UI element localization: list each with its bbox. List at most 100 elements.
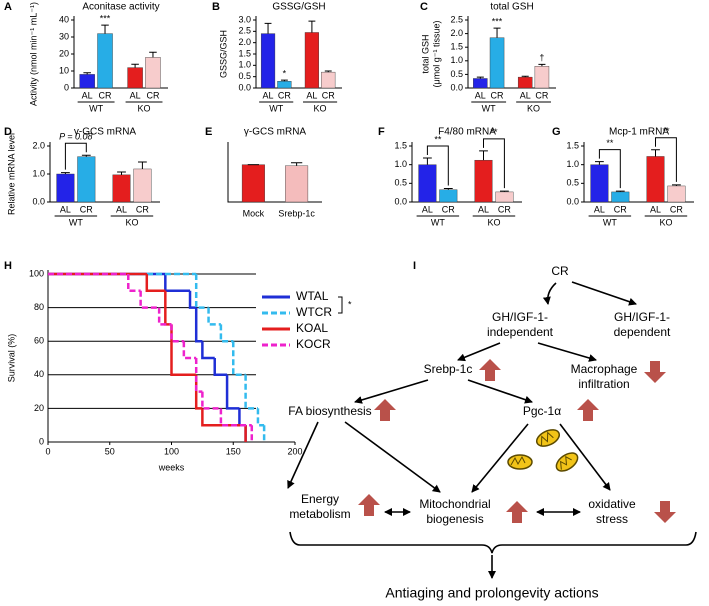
y-tick-label: 40 <box>34 369 44 379</box>
bar <box>127 67 143 89</box>
y-tick-label: 0 <box>64 82 69 92</box>
diagram-node: Srebp-1c <box>424 362 473 376</box>
error-bar <box>500 190 509 192</box>
y-tick-label: 1.0 <box>394 159 407 169</box>
group-label: KO <box>487 217 500 227</box>
error-bar <box>264 22 272 34</box>
bar <box>133 168 152 203</box>
group-label: WT <box>482 103 496 113</box>
panel-title: total GSH <box>490 2 533 13</box>
error-bar <box>149 51 157 58</box>
bar <box>241 164 265 203</box>
x-tick-label: AL <box>263 90 274 100</box>
group-label: KO <box>138 103 151 113</box>
y-tick-label: 30 <box>59 31 69 41</box>
panel-letter: A <box>4 1 12 13</box>
error-bar <box>423 157 432 165</box>
annotation: † <box>539 53 544 63</box>
x-tick-label: AL <box>422 204 433 214</box>
diagram-node: Pgc-1α <box>523 404 561 418</box>
y-tick-label: 0.0 <box>566 196 579 206</box>
survival-step <box>201 341 215 360</box>
survival-step <box>207 307 221 326</box>
annotation: * <box>348 299 352 309</box>
y-tick-label: 1.5 <box>450 42 463 52</box>
y-tick-label: 2.5 <box>238 26 251 36</box>
y-tick-label: 1.5 <box>394 140 407 150</box>
x-tick-label: 150 <box>226 446 241 456</box>
error-bar <box>83 72 91 75</box>
panel-letter: B <box>212 1 220 13</box>
bar <box>321 71 336 89</box>
diagram-node: GH/IGF-1- <box>614 310 670 324</box>
y-tick-label: 2.5 <box>450 14 463 24</box>
y-tick-label: 2.0 <box>32 140 45 150</box>
survival-step <box>201 391 221 410</box>
error-bar <box>138 161 147 169</box>
diagram-node: infiltration <box>578 377 629 391</box>
significance-bracket <box>598 149 621 189</box>
y-tick-label: 1.0 <box>566 159 579 169</box>
survival-step <box>145 274 166 293</box>
y-tick-label: 0.0 <box>394 196 407 206</box>
error-bar <box>521 75 529 78</box>
y-tick-label: 20 <box>34 403 44 413</box>
x-tick-label: CR <box>136 204 149 214</box>
panel-letter: E <box>205 126 212 138</box>
significance-bracket <box>64 142 87 170</box>
x-tick-label: CR <box>146 90 159 100</box>
survival-step <box>188 290 197 309</box>
diagram-node: dependent <box>614 325 671 339</box>
error-bar <box>672 184 681 186</box>
diagram-arrows <box>287 281 697 579</box>
group-label: WT <box>69 217 83 227</box>
survival-step <box>194 274 209 309</box>
error-bar <box>651 149 660 157</box>
bar <box>646 156 665 203</box>
annotation: ** <box>662 126 670 136</box>
group-label: WT <box>269 103 283 113</box>
x-tick-label: CR <box>99 90 112 100</box>
x-tick-label: 0 <box>45 446 50 456</box>
diagram-node: Mitochondrial <box>419 497 490 511</box>
x-tick-label: CR <box>535 90 548 100</box>
y-tick-label: 2.0 <box>238 37 251 47</box>
annotation: * <box>283 68 287 78</box>
error-bar <box>493 27 501 38</box>
group-label: KO <box>527 103 540 113</box>
error-bar <box>595 161 604 165</box>
annotation: ** <box>434 134 442 144</box>
significance-bracket <box>483 138 505 189</box>
survival-step <box>164 274 191 293</box>
y-tick-label: 80 <box>34 302 44 312</box>
error-bar <box>443 188 453 190</box>
diagram-node: independent <box>487 325 554 339</box>
legend-label: KOAL <box>296 321 328 335</box>
survival-step <box>170 324 184 343</box>
y-tick-label: 20 <box>59 48 69 58</box>
error-bar <box>479 150 488 161</box>
survival-step <box>194 307 203 343</box>
group-label: WT <box>431 217 445 227</box>
trend-arrow <box>654 501 676 523</box>
trend-arrow <box>479 359 501 381</box>
x-tick-label: CR <box>670 204 683 214</box>
y-axis-label: Survival (%) <box>6 334 16 383</box>
x-tick-label: Mock <box>243 208 265 218</box>
survival-step <box>219 408 252 427</box>
significance-bracket <box>426 145 449 186</box>
bar <box>97 33 113 89</box>
diagram-node: oxidative <box>588 497 636 511</box>
trend-arrow <box>358 494 380 516</box>
group-label: KO <box>314 103 327 113</box>
y-tick-label: 1.5 <box>238 48 251 58</box>
bar <box>112 174 131 203</box>
x-tick-label: 200 <box>287 446 302 456</box>
bar <box>667 185 686 203</box>
error-bar <box>101 24 109 34</box>
x-tick-label: AL <box>594 204 605 214</box>
annotation: P = 0.08 <box>59 132 92 142</box>
y-axis-label: total GSH <box>420 34 430 73</box>
diagram-node: CR <box>551 264 569 278</box>
